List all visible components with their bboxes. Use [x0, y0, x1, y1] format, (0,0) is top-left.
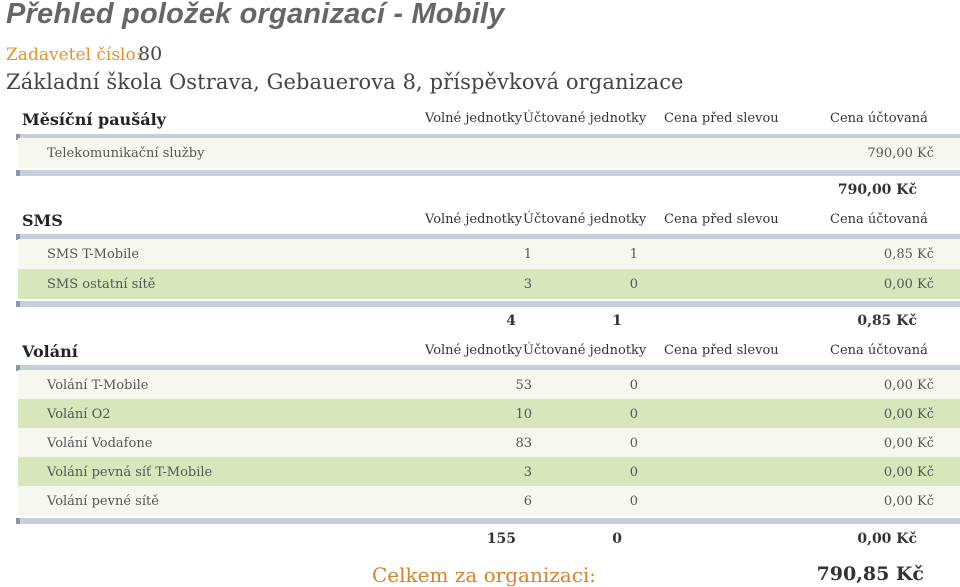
row-label: Volání T-Mobile: [47, 378, 149, 393]
table-row: Volání pevná síť T-Mobile 3 0 0,00 Kč: [18, 457, 960, 487]
row-label: Volání Vodafone: [47, 436, 153, 451]
section-total-billed-units: 1: [612, 313, 622, 329]
row-billed-units: 0: [629, 436, 638, 451]
row-billed-units: 0: [629, 407, 638, 422]
row-billed-units: 0: [629, 277, 638, 292]
row-charged: 0,00 Kč: [883, 436, 934, 451]
row-charged: 0,00 Kč: [883, 494, 934, 509]
row-free-units: 53: [515, 378, 532, 393]
row-charged: 0,00 Kč: [883, 407, 934, 422]
row-free-units: 83: [515, 436, 532, 451]
table-row: SMS ostatní sítě 3 0 0,00 Kč: [18, 269, 960, 299]
col-header-price-charged: Cena účtovaná: [830, 111, 928, 126]
col-header-free-units: Volné jednotky: [425, 343, 523, 358]
section-total-charged: 790,00 Kč: [837, 182, 917, 198]
section-total-charged: 0,00 Kč: [857, 531, 917, 547]
row-free-units: 3: [523, 465, 532, 480]
row-label: SMS T-Mobile: [47, 247, 140, 262]
col-header-billed-units: Účtované jednotky: [523, 343, 647, 358]
col-header-price-charged: Cena účtovaná: [830, 343, 928, 358]
row-billed-units: 0: [629, 494, 638, 509]
section-header-monthly: Měsíční paušály Volné jednotky Účtované …: [0, 106, 960, 134]
row-free-units: 3: [523, 277, 532, 292]
row-charged: 0,85 Kč: [883, 247, 934, 262]
col-header-billed-units: Účtované jednotky: [523, 212, 647, 227]
section-total-billed-units: 0: [612, 531, 622, 547]
grand-total-value: 790,85 Kč: [816, 563, 924, 585]
row-billed-units: 0: [629, 465, 638, 480]
payer-number-label: Zadavetel číslo:: [6, 45, 142, 65]
section-header-calls: Volání Volné jednotky Účtované jednotky …: [0, 338, 960, 366]
section-divider: [16, 134, 960, 140]
row-billed-units: 1: [629, 247, 638, 262]
row-label: Volání pevné sítě: [47, 494, 159, 509]
row-charged: 790,00 Kč: [867, 146, 934, 161]
row-label: SMS ostatní sítě: [47, 277, 156, 292]
table-row: Telekomunikační služby 790,00 Kč: [18, 138, 960, 168]
section-total-charged: 0,85 Kč: [857, 313, 917, 329]
col-header-free-units: Volné jednotky: [425, 111, 523, 126]
col-header-free-units: Volné jednotky: [425, 212, 523, 227]
section-title-calls: Volání: [22, 342, 78, 361]
row-billed-units: 0: [629, 378, 638, 393]
section-divider: [16, 234, 960, 240]
col-header-billed-units: Účtované jednotky: [523, 111, 647, 126]
grand-total-label: Celkem za organizaci:: [372, 563, 597, 587]
organization-name: Základní škola Ostrava, Gebauerova 8, př…: [6, 70, 684, 94]
row-label: Telekomunikační služby: [47, 146, 205, 161]
table-row: Volání O2 10 0 0,00 Kč: [18, 399, 960, 429]
table-row: Volání pevné sítě 6 0 0,00 Kč: [18, 486, 960, 516]
table-row: Volání T-Mobile 53 0 0,00 Kč: [18, 370, 960, 400]
section-divider: [16, 365, 960, 371]
col-header-price-before-discount: Cena před slevou: [664, 111, 779, 126]
section-title-sms: SMS: [22, 211, 63, 230]
page-title: Přehled položek organizací - Mobily: [6, 0, 505, 30]
section-header-sms: SMS Volné jednotky Účtované jednotky Cen…: [0, 207, 960, 235]
payer-number-value: 80: [138, 43, 163, 65]
row-free-units: 10: [515, 407, 532, 422]
row-label: Volání pevná síť T-Mobile: [47, 465, 213, 480]
section-total-free-units: 155: [486, 531, 516, 547]
row-charged: 0,00 Kč: [883, 277, 934, 292]
row-label: Volání O2: [47, 407, 111, 422]
section-divider: [16, 518, 960, 524]
row-free-units: 1: [523, 247, 532, 262]
table-row: SMS T-Mobile 1 1 0,85 Kč: [18, 239, 960, 269]
col-header-price-before-discount: Cena před slevou: [664, 212, 779, 227]
row-charged: 0,00 Kč: [883, 465, 934, 480]
row-free-units: 6: [523, 494, 532, 509]
col-header-price-before-discount: Cena před slevou: [664, 343, 779, 358]
col-header-price-charged: Cena účtovaná: [830, 212, 928, 227]
table-row: Volání Vodafone 83 0 0,00 Kč: [18, 428, 960, 458]
section-title-monthly: Měsíční paušály: [22, 110, 166, 129]
section-total-free-units: 4: [506, 313, 516, 329]
row-charged: 0,00 Kč: [883, 378, 934, 393]
section-divider: [16, 301, 960, 307]
section-divider: [16, 170, 960, 176]
